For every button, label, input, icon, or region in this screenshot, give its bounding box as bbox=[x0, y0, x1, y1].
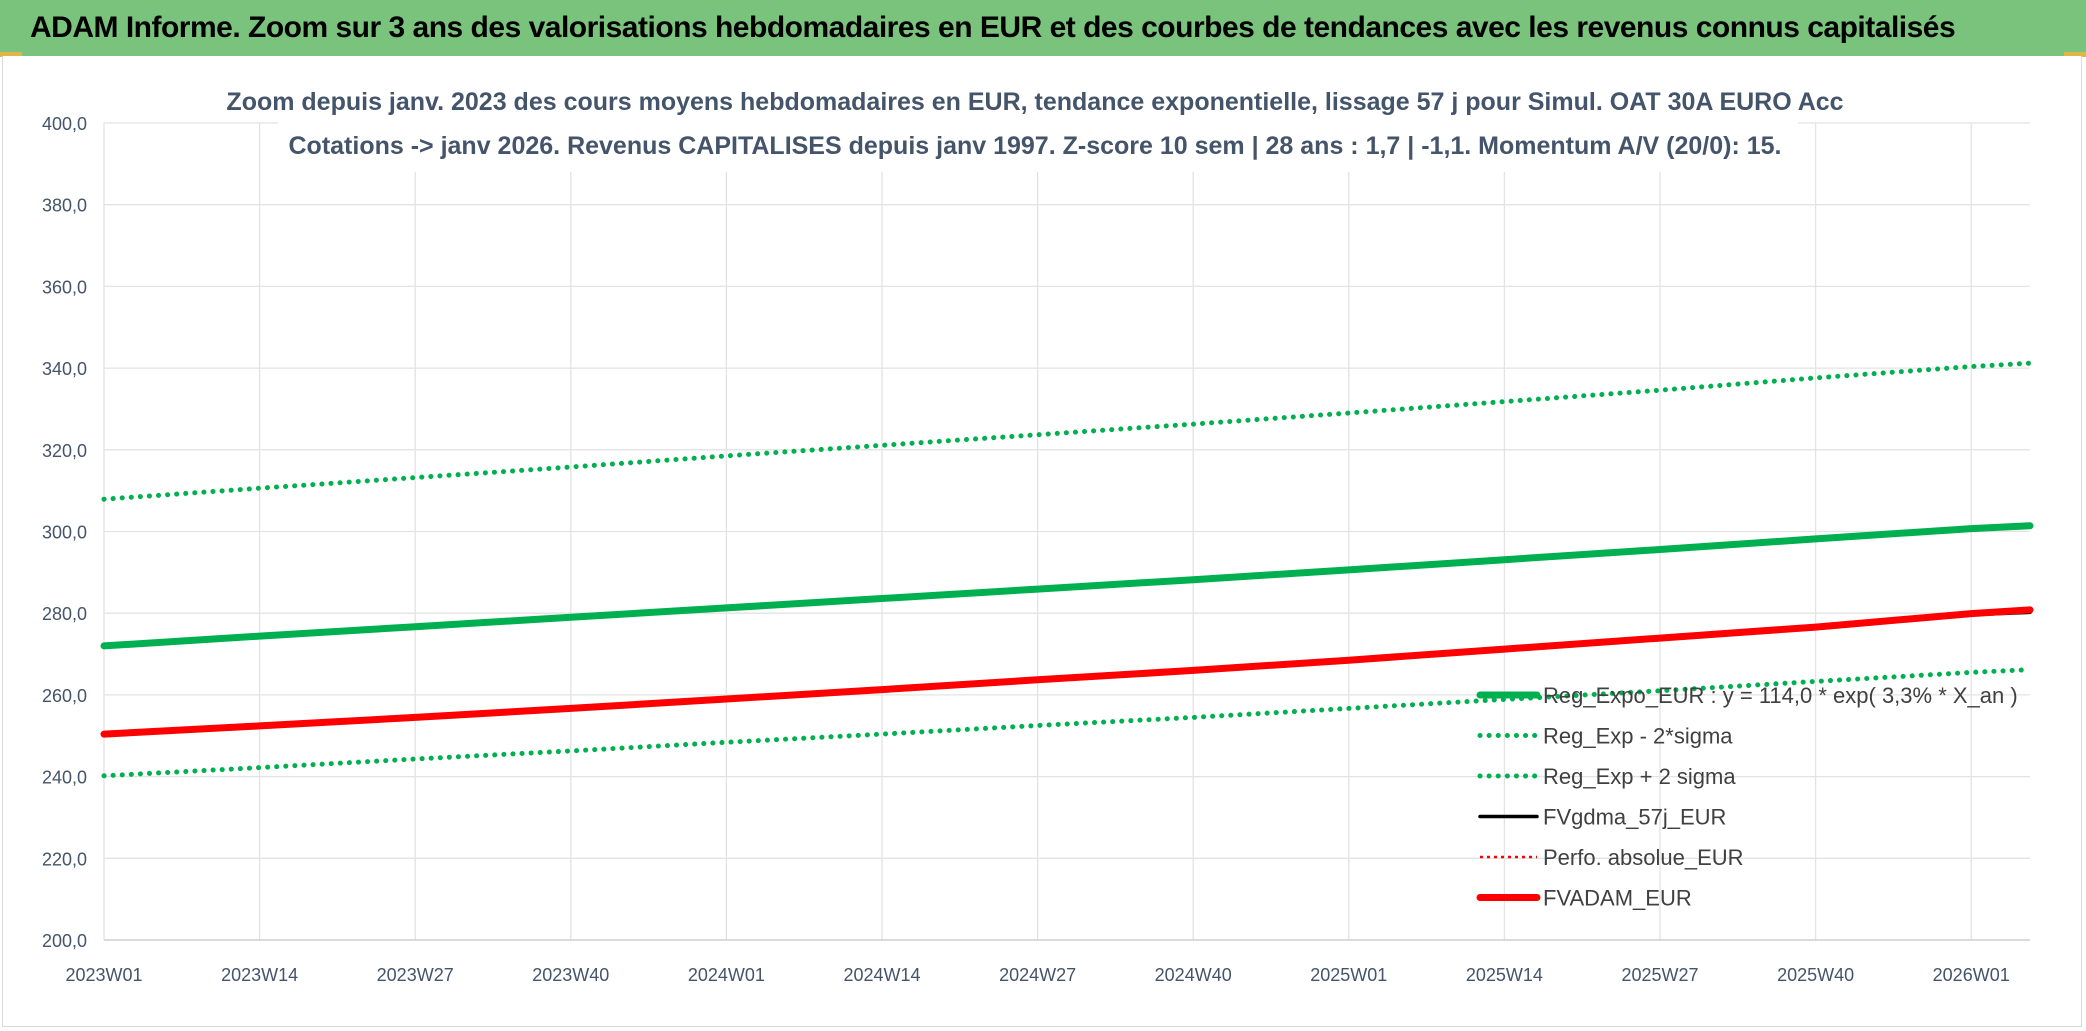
x-tick-label: 2024W27 bbox=[999, 965, 1076, 985]
banner-accent-left bbox=[0, 52, 22, 57]
x-tick-label: 2025W40 bbox=[1777, 965, 1854, 985]
series-line-1 bbox=[101, 667, 2033, 779]
y-tick-label: 340,0 bbox=[42, 359, 87, 379]
y-tick-label: 400,0 bbox=[42, 114, 87, 134]
report-title: ADAM Informe. Zoom sur 3 ans des valoris… bbox=[30, 11, 1956, 44]
y-tick-label: 200,0 bbox=[42, 931, 87, 951]
title-background bbox=[278, 78, 1798, 172]
y-tick-label: 300,0 bbox=[42, 523, 87, 543]
legend-label-1: Reg_Exp - 2*sigma bbox=[1543, 724, 1733, 749]
y-tick-label: 320,0 bbox=[42, 441, 87, 461]
x-tick-label: 2024W01 bbox=[688, 965, 765, 985]
x-tick-label: 2023W01 bbox=[65, 965, 142, 985]
x-tick-label: 2024W14 bbox=[843, 965, 920, 985]
x-tick-label: 2023W14 bbox=[221, 965, 298, 985]
x-tick-label: 2023W40 bbox=[532, 965, 609, 985]
y-tick-label: 220,0 bbox=[42, 849, 87, 869]
series-lines bbox=[100, 360, 2034, 779]
y-tick-label: 240,0 bbox=[42, 768, 87, 788]
legend-label-2: Reg_Exp + 2 sigma bbox=[1543, 764, 1736, 789]
series-line-2 bbox=[101, 360, 2033, 502]
x-tick-label: 2026W01 bbox=[1933, 965, 2010, 985]
x-tick-label: 2025W14 bbox=[1466, 965, 1543, 985]
banner-accent-right bbox=[2064, 52, 2086, 57]
gridlines bbox=[103, 122, 2030, 941]
y-tick-label: 280,0 bbox=[42, 604, 87, 624]
chart-subtitle: Cotations -> janv 2026. Revenus CAPITALI… bbox=[289, 132, 1782, 160]
y-tick-label: 360,0 bbox=[42, 277, 87, 297]
legend-label-3: FVgdma_57j_EUR bbox=[1543, 805, 1726, 830]
x-tick-label: 2025W27 bbox=[1621, 965, 1698, 985]
x-axis-ticks: 2023W01 2023W14 2023W27 2023W40 2024W01 2024W… bbox=[65, 965, 2009, 985]
series-line-4 bbox=[103, 608, 2031, 736]
y-tick-label: 260,0 bbox=[42, 686, 87, 706]
chart-title: Zoom depuis janv. 2023 des cours moyens … bbox=[226, 88, 1843, 116]
series-line-0 bbox=[100, 522, 2034, 650]
y-axis-ticks: 200,0 220,0 240,0 260,0 280,0 300,0 320,0 340,0… bbox=[42, 114, 87, 951]
legend-label-0: Reg_Expo_EUR : y = 114,0 * exp( 3,3% * X… bbox=[1543, 683, 2018, 708]
x-tick-label: 2023W27 bbox=[377, 965, 454, 985]
y-tick-label: 380,0 bbox=[42, 196, 87, 216]
chart-legend: Reg_Expo_EUR : y = 114,0 * exp( 3,3% * X… bbox=[1476, 683, 2018, 911]
legend-label-5: FVADAM_EUR bbox=[1543, 886, 1692, 911]
x-tick-label: 2025W01 bbox=[1310, 965, 1387, 985]
legend-label-4: Perfo. absolue_EUR bbox=[1543, 845, 1744, 870]
x-tick-label: 2024W40 bbox=[1155, 965, 1232, 985]
report-banner: ADAM Informe. Zoom sur 3 ans des valoris… bbox=[0, 0, 2086, 56]
